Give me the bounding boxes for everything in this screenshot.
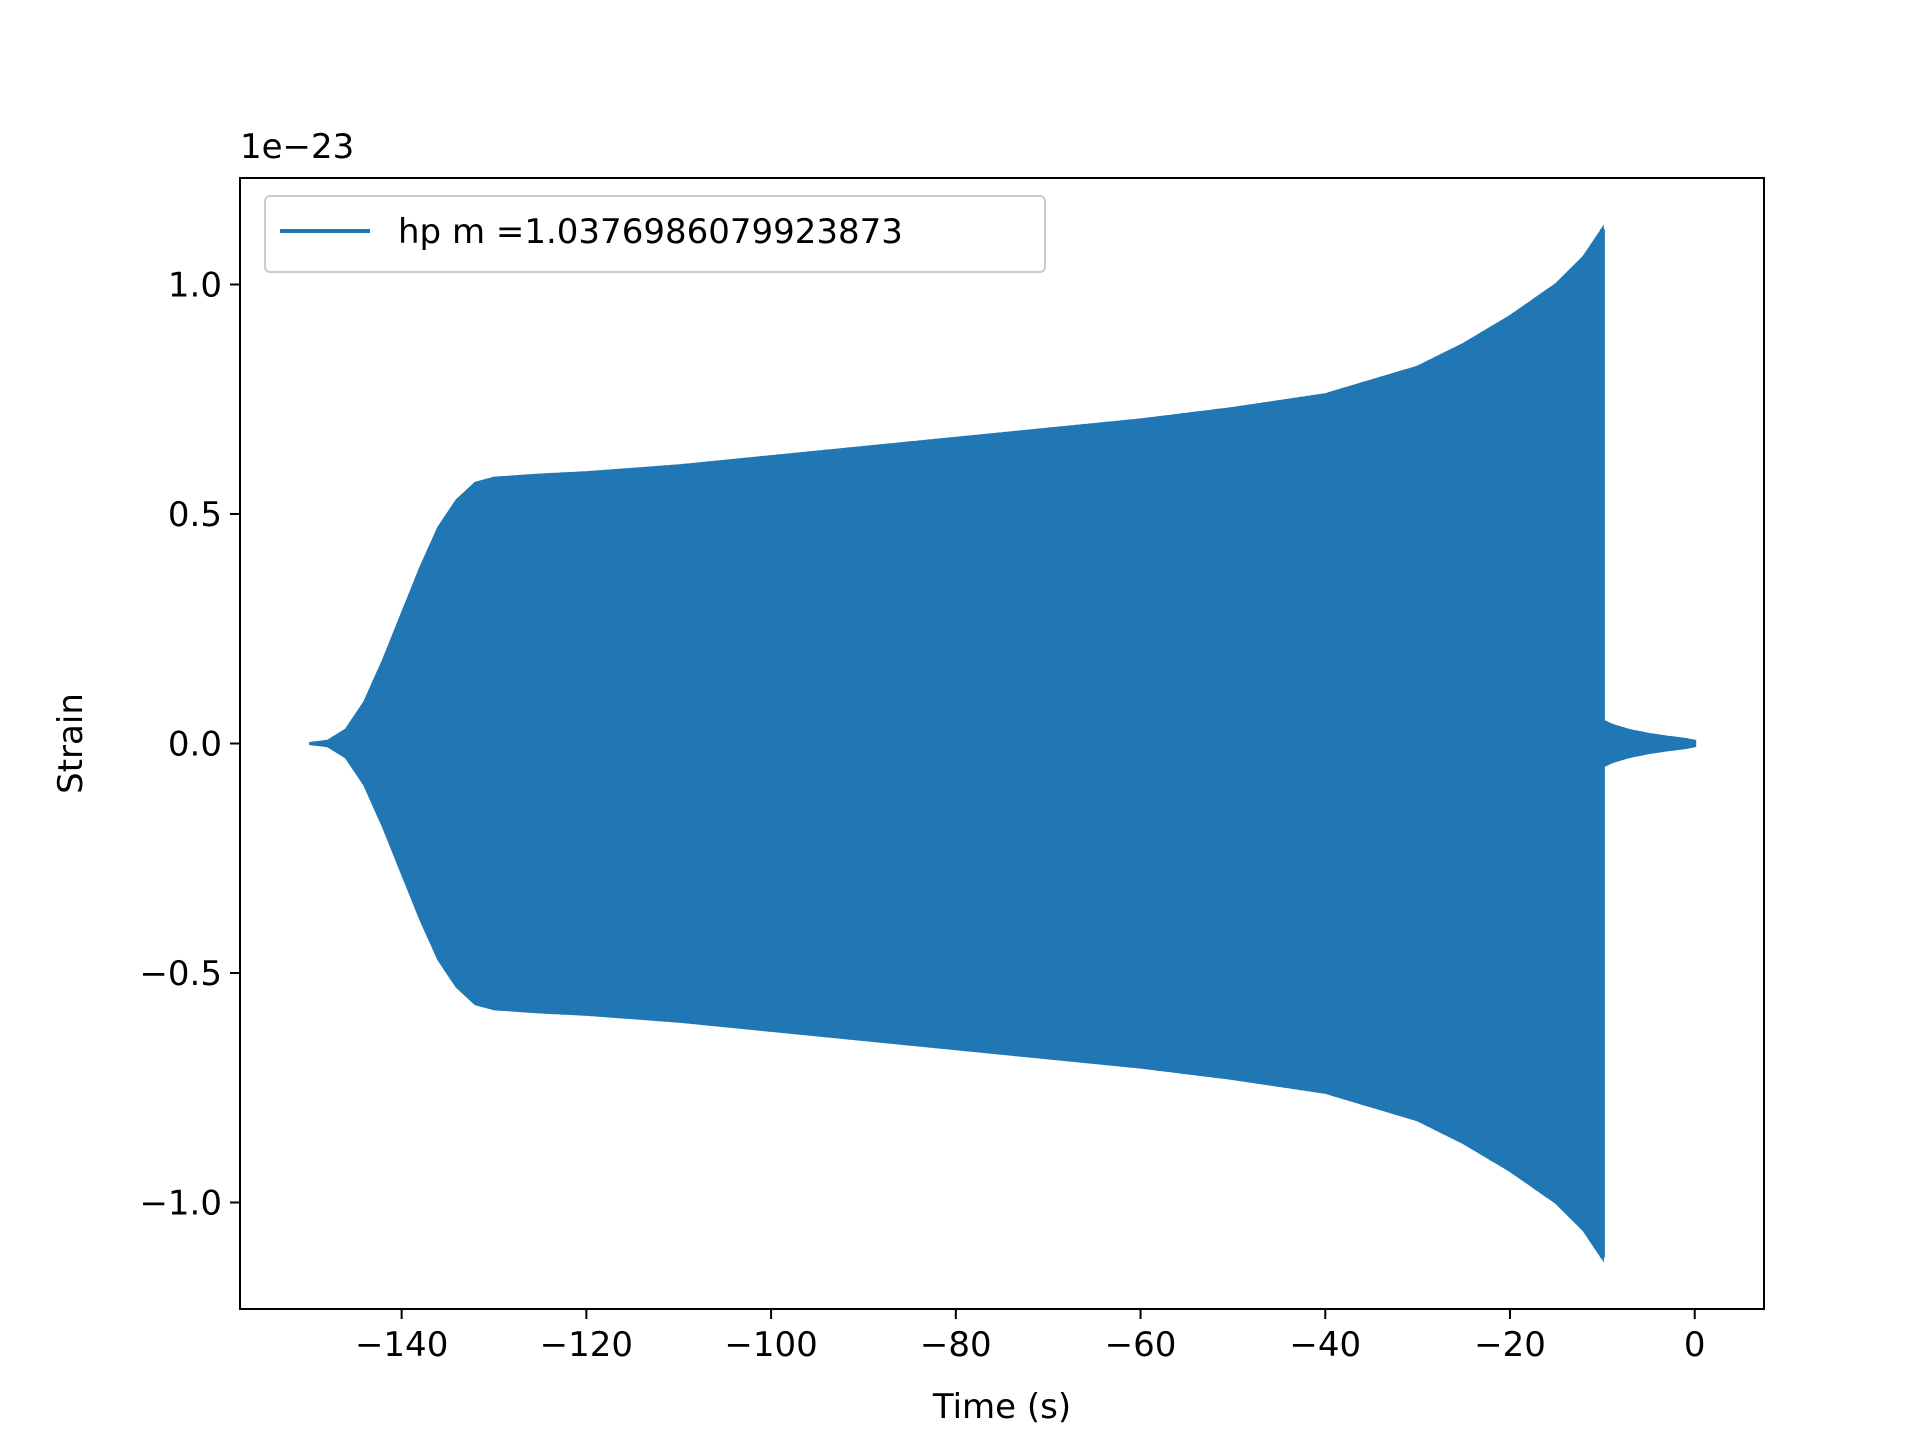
x-tick-label: −100 bbox=[724, 1325, 817, 1365]
y-tick-label: 0.5 bbox=[168, 495, 222, 535]
y-tick-label: 1.0 bbox=[168, 265, 222, 305]
series-ringdown-tail bbox=[1600, 718, 1697, 769]
y-axis: −1.0 −0.5 0.0 0.5 1.0 bbox=[139, 265, 240, 1224]
x-tick-label: −140 bbox=[355, 1325, 448, 1365]
x-tick-label: −80 bbox=[920, 1325, 992, 1365]
y-tick-label: −1.0 bbox=[139, 1184, 222, 1224]
y-tick-label: −0.5 bbox=[139, 954, 222, 994]
legend: hp m =1.0376986079923873 bbox=[264, 195, 1046, 273]
legend-box bbox=[264, 195, 1046, 273]
x-axis: −140 −120 −100 −80 −60 −40 −20 0 bbox=[355, 1309, 1706, 1365]
x-tick-label: −40 bbox=[1289, 1325, 1361, 1365]
x-tick-label: −60 bbox=[1105, 1325, 1177, 1365]
x-tick-label: −20 bbox=[1474, 1325, 1546, 1365]
y-tick-label: 0.0 bbox=[168, 725, 222, 765]
y-axis-offset-label: 1e−23 bbox=[240, 127, 354, 167]
plot-area bbox=[309, 224, 1697, 1263]
x-tick-label: 0 bbox=[1684, 1325, 1706, 1365]
x-tick-label: −120 bbox=[540, 1325, 633, 1365]
y-axis-label: Strain bbox=[51, 693, 91, 794]
legend-label: hp m =1.0376986079923873 bbox=[398, 212, 903, 252]
x-axis-label: Time (s) bbox=[932, 1387, 1071, 1427]
